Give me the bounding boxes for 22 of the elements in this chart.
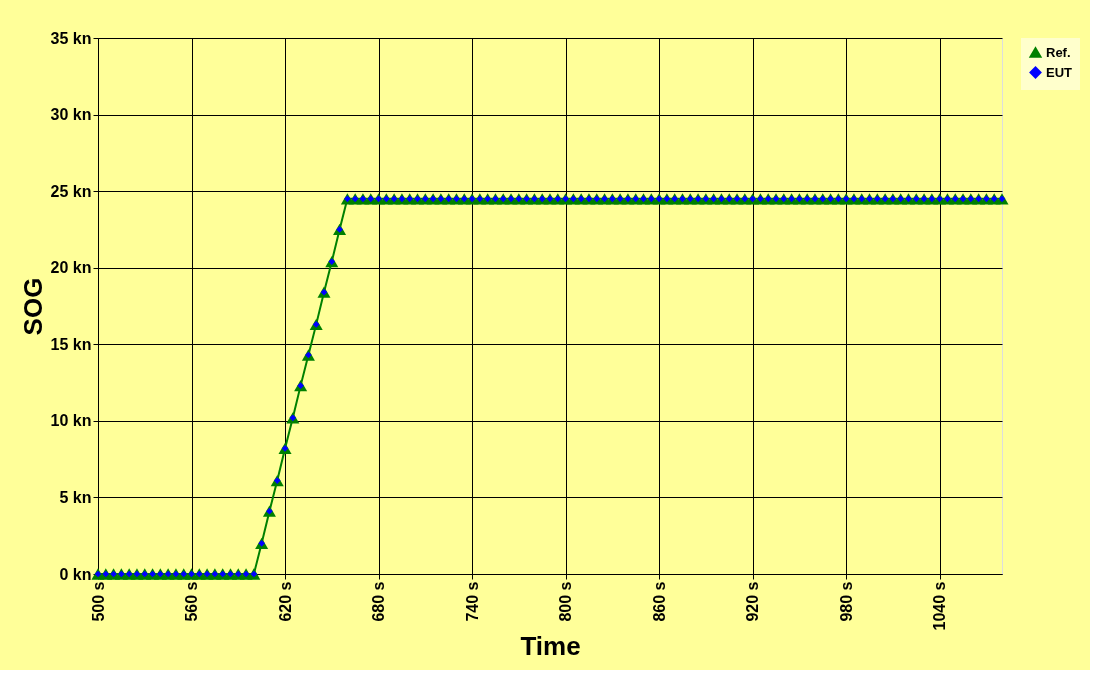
- y-tick-label: 0 kn: [59, 565, 92, 583]
- x-tick-label: 800 s: [557, 581, 575, 622]
- legend-label: EUT: [1046, 64, 1073, 80]
- y-tick-label: 10 kn: [50, 412, 92, 430]
- y-tick-label: 35 kn: [50, 29, 92, 47]
- x-tick-label: 560 s: [183, 581, 201, 622]
- x-tick-label: 680 s: [370, 581, 388, 622]
- x-tick-label: 860 s: [650, 581, 668, 622]
- legend-label: Ref.: [1046, 44, 1071, 60]
- y-tick-label: 20 kn: [50, 259, 92, 277]
- x-tick-label: 740 s: [463, 581, 481, 622]
- x-tick-label: 980 s: [837, 581, 855, 622]
- x-tick-label: 1040 s: [931, 581, 949, 631]
- y-tick-label: 15 kn: [50, 335, 92, 353]
- x-tick-label: 500 s: [89, 581, 107, 622]
- x-tick-label: 920 s: [744, 581, 762, 622]
- y-axis-title: SOG: [17, 277, 48, 336]
- y-tick-label: 25 kn: [50, 182, 92, 200]
- x-tick-label: 620 s: [276, 581, 294, 622]
- y-tick-label: 30 kn: [50, 106, 92, 124]
- x-axis-title: Time: [520, 631, 581, 662]
- y-tick-label: 5 kn: [59, 488, 92, 506]
